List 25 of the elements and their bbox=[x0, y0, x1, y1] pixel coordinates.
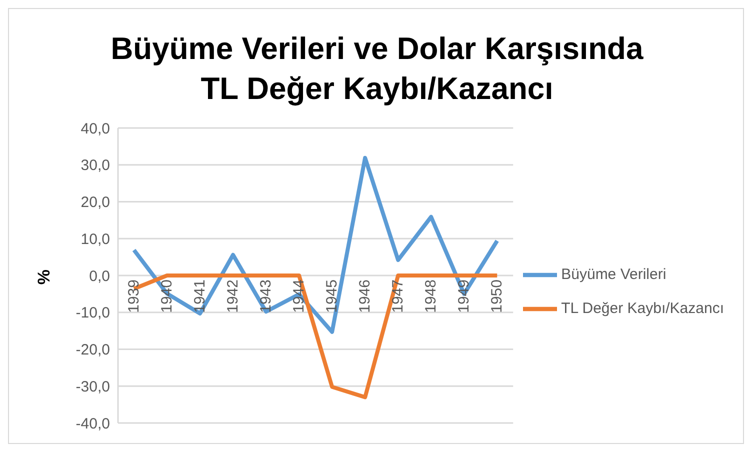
legend-label: TL Değer Kaybı/Kazancı bbox=[561, 300, 724, 318]
y-tick-label: -10,0 bbox=[76, 304, 110, 322]
x-tick-label: 1941 bbox=[192, 280, 209, 313]
x-tick-label: 1945 bbox=[324, 280, 341, 313]
x-tick-label: 1946 bbox=[356, 280, 374, 313]
x-tick-label: 1949 bbox=[456, 280, 473, 313]
y-tick-label: 20,0 bbox=[80, 194, 110, 212]
y-tick-label: 40,0 bbox=[80, 120, 110, 138]
x-tick-label: 1947 bbox=[390, 280, 407, 313]
x-tick-label: 1940 bbox=[158, 280, 176, 313]
y-tick-label: -40,0 bbox=[76, 415, 110, 432]
y-tick-label: 10,0 bbox=[80, 230, 110, 248]
y-tick-label: -30,0 bbox=[76, 378, 110, 396]
x-tick-label: 1939 bbox=[126, 280, 142, 313]
y-axis-title: % bbox=[34, 268, 55, 284]
y-tick-label: -20,0 bbox=[76, 342, 110, 359]
chart-title: Büyüme Verileri ve Dolar Karşısında TL Değer Kaybı/Kazancı bbox=[110, 30, 644, 108]
x-tick-label: 1942 bbox=[224, 280, 242, 313]
y-tick-label: 30,0 bbox=[80, 157, 110, 174]
x-tick-label: 1944 bbox=[290, 280, 308, 313]
x-tick-label: 1950 bbox=[488, 280, 506, 313]
legend-label: Büyüme Verileri bbox=[561, 266, 666, 283]
x-tick-label: 1943 bbox=[258, 280, 275, 313]
y-tick-label: 0,0 bbox=[89, 268, 110, 285]
x-tick-label: 1948 bbox=[422, 280, 440, 313]
